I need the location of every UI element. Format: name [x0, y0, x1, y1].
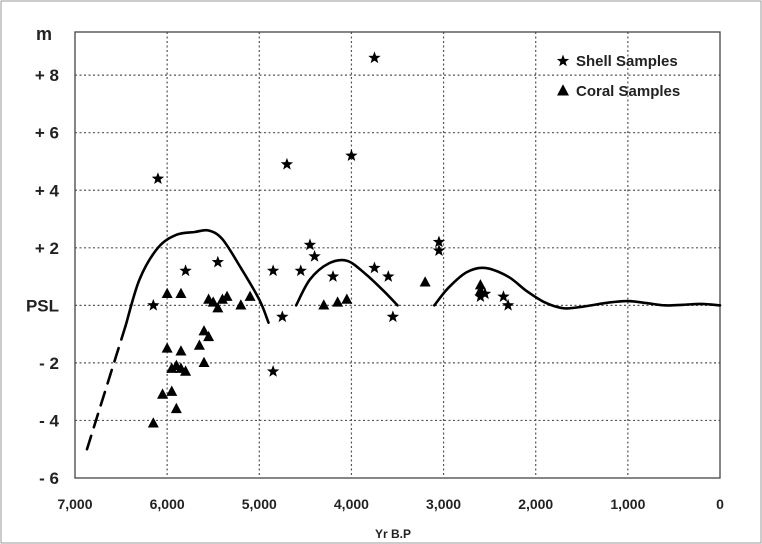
shell-sample-point-12 [345, 149, 358, 161]
coral-sample-point-3 [161, 342, 173, 353]
shell-sample-point-7 [280, 157, 294, 170]
x-tick-label-7: 0 [716, 496, 724, 512]
shell-sample-point-1 [147, 298, 160, 311]
coral-sample-point-17 [207, 296, 219, 307]
y-axis-title: m [36, 24, 52, 44]
coral-sample-point-11 [180, 365, 192, 376]
y-tick-label-5: - 2 [39, 354, 59, 373]
shell-sample-point-2 [179, 264, 192, 277]
shell-sample-point-11 [326, 270, 340, 282]
x-axis-ticks: 7,000 6,000 5,000 4,000 3,000 2,000 1,000 0 [57, 496, 724, 512]
x-axis-title: Yr B.P [375, 527, 411, 541]
y-tick-label-4: PSL [26, 296, 59, 315]
shell-sample-point-17 [432, 235, 446, 248]
x-tick-label-4: 3,000 [426, 496, 461, 512]
coral-sample-point-19 [216, 293, 228, 304]
x-tick-label-3: 4,000 [334, 496, 369, 512]
legend-label-1: Coral Samples [576, 83, 680, 100]
coral-sample-point-28 [474, 284, 486, 296]
shell-sample-point-14 [368, 261, 381, 274]
y-axis-ticks: + 8 + 6 + 4 + 2 PSL - 2 - 4 - 6 [26, 66, 60, 488]
y-tick-label-3: + 2 [35, 239, 59, 258]
x-tick-label-2: 5,000 [242, 496, 277, 512]
coral-sample-point-18 [212, 302, 224, 313]
shell-sample-point-18 [432, 244, 446, 256]
coral-sample-point-4 [166, 362, 178, 373]
shell-sample-point-19 [474, 290, 487, 302]
coral-sample-point-22 [244, 290, 256, 301]
shell-sample-point-9 [303, 238, 317, 251]
coral-sample-point-24 [332, 296, 344, 307]
shell-sample-point-10 [308, 249, 321, 262]
legend: Shell Samples Coral Samples [556, 53, 680, 100]
shell-sample-point-8 [294, 264, 307, 277]
curve-line-3 [433, 266, 722, 310]
coral-sample-point-1 [157, 388, 169, 399]
shell-sample-point-5 [266, 365, 280, 377]
x-tick-label-0: 7,000 [57, 496, 92, 512]
coral-sample-point-21 [235, 299, 247, 310]
coral-sample-point-0 [147, 417, 159, 428]
shell-sample-point-22 [501, 298, 515, 311]
coral-sample-point-13 [198, 325, 210, 336]
shell-sample-point-13 [368, 51, 381, 64]
shell-sample-point-6 [276, 310, 289, 323]
coral-sample-point-15 [203, 330, 215, 342]
shell-sample-point-20 [478, 287, 492, 300]
x-tick-label-6: 1,000 [610, 496, 645, 512]
coral-sample-point-20 [221, 290, 233, 301]
plot-area-border [74, 31, 721, 479]
y-tick-label-0: + 8 [35, 66, 59, 85]
y-tick-label-1: + 6 [35, 124, 59, 143]
coral-sample-point-12 [193, 339, 205, 350]
coral-sample-point-2 [161, 287, 173, 299]
legend-marker-0 [556, 54, 570, 67]
shell-sample-point-16 [386, 310, 400, 323]
curve-line-1 [124, 228, 270, 327]
shell-sample-point-15 [382, 270, 395, 282]
coral-sample-point-7 [170, 402, 182, 414]
x-tick-label-5: 2,000 [518, 496, 553, 512]
coral-sample-point-9 [175, 345, 187, 356]
coral-sample-point-8 [175, 287, 187, 299]
shell-sample-point-4 [266, 264, 280, 277]
shell-sample-point-21 [497, 290, 510, 302]
y-tick-label-7: - 6 [39, 469, 59, 488]
grid-lines [75, 32, 720, 478]
sea-level-curves [85, 228, 722, 451]
coral-sample-point-26 [419, 276, 431, 287]
x-tick-label-1: 6,000 [150, 496, 185, 512]
coral-sample-point-27 [474, 279, 486, 290]
shell-sample-point-3 [211, 255, 224, 268]
y-tick-label-2: + 4 [35, 181, 60, 200]
coral-sample-point-23 [318, 299, 330, 310]
coral-sample-point-14 [198, 356, 210, 368]
legend-label-0: Shell Samples [576, 53, 678, 70]
shell-sample-point-0 [151, 172, 165, 185]
coral-sample-point-25 [341, 293, 353, 304]
legend-marker-1 [557, 84, 569, 96]
y-tick-label-6: - 4 [39, 411, 59, 430]
data-points [147, 51, 515, 428]
coral-sample-point-5 [166, 385, 178, 396]
curve-line-2 [294, 258, 399, 307]
